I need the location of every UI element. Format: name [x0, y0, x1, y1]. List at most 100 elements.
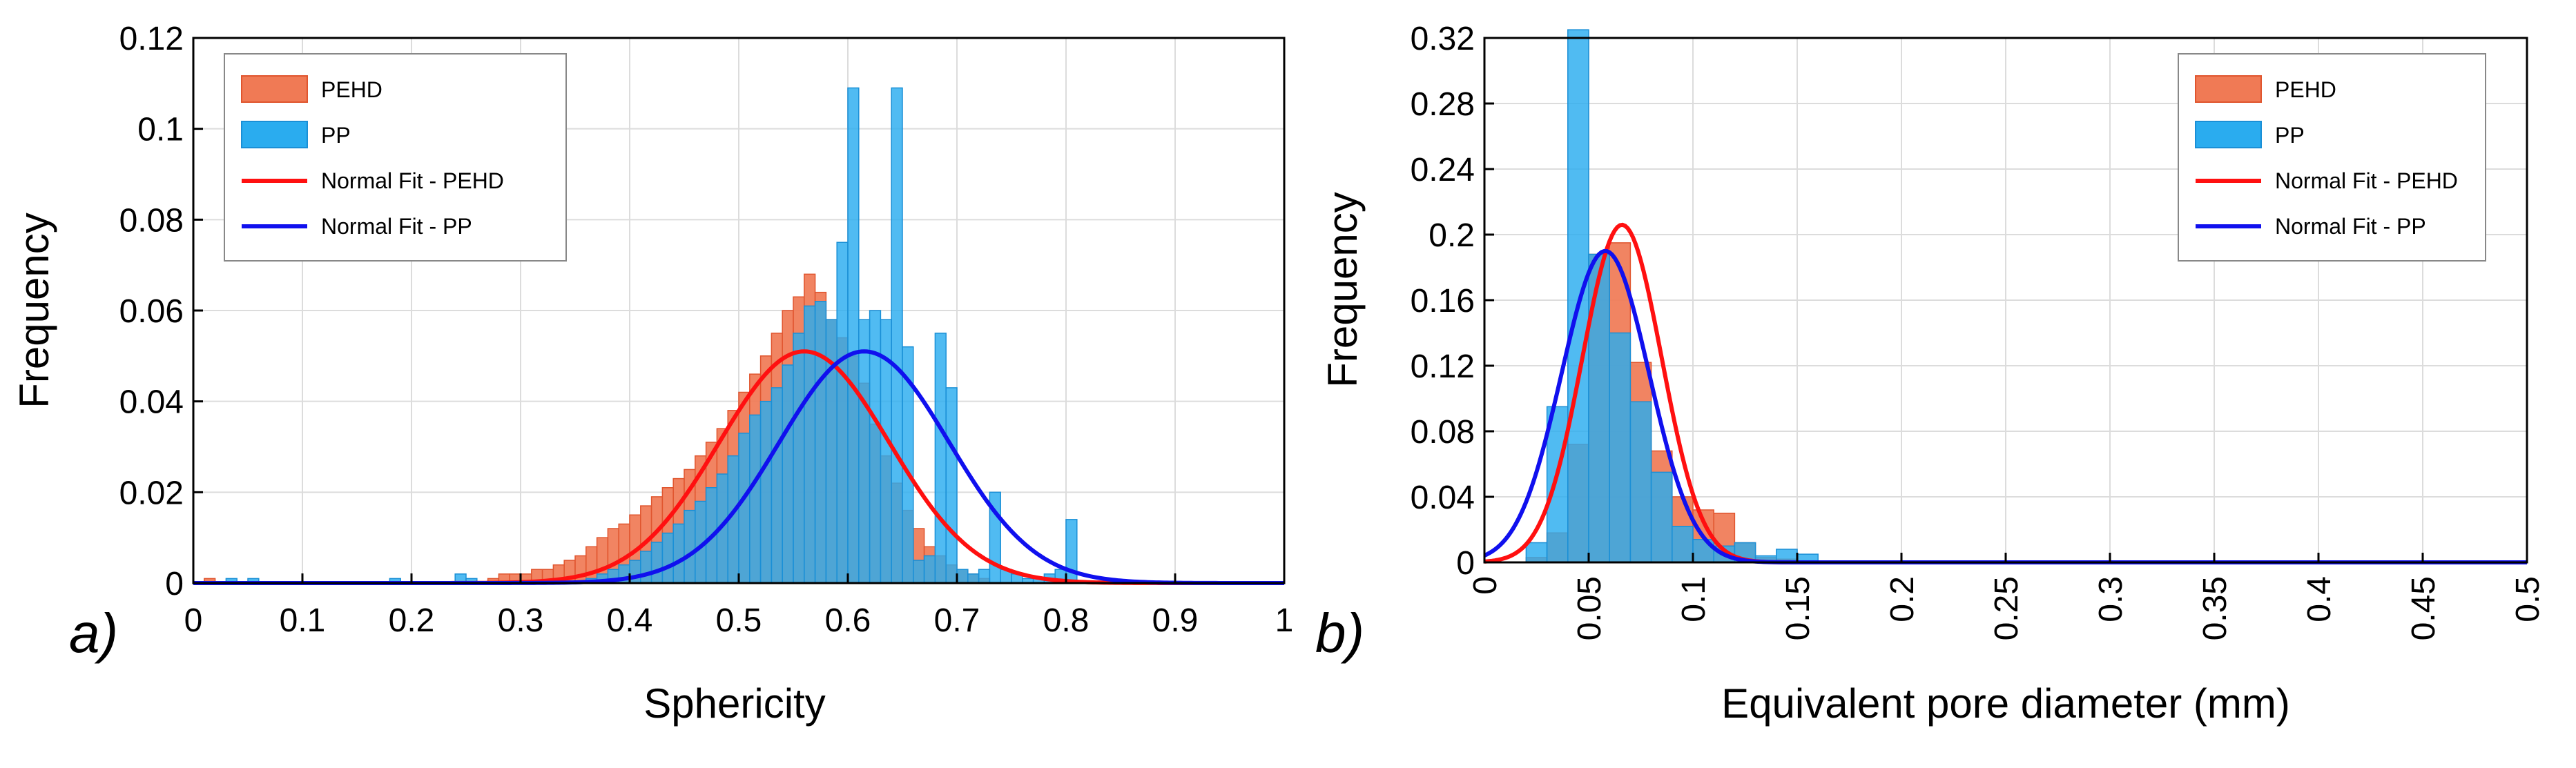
- bar-pp: [640, 551, 652, 584]
- chart-b-xticks: 0 0.05 0.1 0.15 0.2 0.25 0.3 0.35 0.4 0.45 0.5: [1467, 553, 2546, 640]
- ytick-label: 0.06: [119, 293, 184, 330]
- xtick-label: 0: [184, 602, 203, 639]
- ytick-label: 0.08: [119, 202, 184, 239]
- ytick-label: 0.04: [1411, 480, 1475, 516]
- bar-pp: [793, 333, 805, 584]
- xtick-label: 1: [1275, 602, 1294, 639]
- chart-b-legend: PEHD PP Normal Fit - PEHD Normal Fit - P…: [2178, 53, 2486, 262]
- chart-b-xlabel: Equivalent pore diameter (mm): [1721, 680, 2290, 727]
- ytick-label: 0.1: [137, 112, 184, 148]
- chart-a-legend: PEHD PP Normal Fit - PEHD Normal Fit - P…: [224, 53, 567, 262]
- bar-pp: [782, 364, 794, 584]
- bar-pp: [749, 414, 762, 584]
- bar-pp: [978, 569, 991, 584]
- xtick-label: 0.45: [2405, 576, 2442, 640]
- bar-pehd: [585, 546, 598, 584]
- xtick-label: 0.2: [1884, 576, 1921, 622]
- legend-swatch-pehd: [2195, 75, 2262, 103]
- legend-swatch-pp: [2195, 121, 2262, 148]
- bar-pp: [1609, 332, 1631, 563]
- legend-swatch-pehd: [241, 75, 308, 103]
- ytick-label: 0.28: [1411, 86, 1475, 123]
- ytick-label: 0.16: [1411, 283, 1475, 319]
- bar-pp: [847, 87, 860, 584]
- chart-a-panel-label: a): [69, 602, 118, 664]
- bar-pp: [945, 387, 958, 584]
- bar-pp: [814, 301, 827, 584]
- bar-pp: [891, 87, 903, 584]
- chart-b-bars: [1525, 29, 1819, 563]
- ytick-label: 0.04: [119, 384, 184, 421]
- bar-pp: [804, 305, 816, 584]
- chart-a-yticks: 0 0.02 0.04 0.06 0.08 0.1 0.12: [119, 21, 203, 602]
- legend-label-pehd: PEHD: [321, 77, 382, 102]
- ytick-label: 0.02: [119, 475, 184, 511]
- xtick-label: 0.15: [1780, 576, 1817, 640]
- xtick-label: 0.2: [389, 602, 435, 639]
- bar-pp: [1525, 542, 1548, 563]
- chart-a-xlabel: Sphericity: [643, 680, 825, 727]
- chart-b-ylabel: Frequency: [1319, 192, 1366, 387]
- ytick-label: 0.2: [1429, 217, 1475, 254]
- legend-label-fit-pehd: Normal Fit - PEHD: [321, 168, 504, 193]
- ytick-label: 0.12: [119, 21, 184, 57]
- chart-b-panel-label: b): [1315, 602, 1364, 664]
- xtick-label: 0: [1467, 576, 1504, 595]
- bar-pp: [661, 532, 674, 584]
- bar-pp: [956, 569, 969, 584]
- bar-pp: [672, 523, 685, 584]
- xtick-label: 0.4: [607, 602, 653, 639]
- bar-pp: [1567, 29, 1589, 563]
- xtick-label: 0.1: [1676, 576, 1712, 622]
- bar-pp: [913, 560, 925, 584]
- xtick-label: 0.6: [825, 602, 871, 639]
- legend-label-fit-pp: Normal Fit - PP: [2275, 214, 2426, 239]
- bar-pehd: [574, 555, 587, 584]
- chart-a-xticks: 0 0.1 0.2 0.3 0.4 0.5 0.6 0.7 0.8 0.9 1: [184, 573, 1294, 639]
- chart-a: 0 0.02 0.04 0.06 0.08 0.1 0.12 0 0.1 0.2 0.3 0.4 0.…: [11, 21, 1293, 727]
- bar-pp: [650, 542, 664, 584]
- ytick-label: 0.24: [1411, 152, 1475, 188]
- bar-pp: [1672, 526, 1694, 563]
- ytick-label: 0.32: [1411, 21, 1475, 57]
- xtick-label: 0.3: [498, 602, 544, 639]
- chart-b: 0 0.04 0.08 0.12 0.16 0.2 0.24 0.28 0.32 0 0.05 0.…: [1315, 21, 2546, 727]
- xtick-label: 0.7: [934, 602, 980, 639]
- bar-pp: [684, 509, 696, 584]
- chart-a-ylabel: Frequency: [11, 213, 57, 408]
- ytick-label: 0: [1456, 545, 1475, 582]
- xtick-label: 0.8: [1043, 602, 1090, 639]
- legend-label-fit-pehd: Normal Fit - PEHD: [2275, 168, 2458, 193]
- xtick-label: 0.5: [2510, 576, 2546, 622]
- xtick-label: 0.05: [1571, 576, 1608, 640]
- legend-swatch-pp: [241, 121, 308, 148]
- chart-b-yticks: 0 0.04 0.08 0.12 0.16 0.2 0.24 0.28 0.32: [1411, 21, 1494, 582]
- xtick-label: 0.35: [2197, 576, 2234, 640]
- bar-pp: [1629, 401, 1652, 563]
- legend-label-fit-pp: Normal Fit - PP: [321, 214, 472, 239]
- xtick-label: 0.3: [2093, 576, 2129, 622]
- legend-label-pp: PP: [2275, 123, 2305, 148]
- bar-pp: [1650, 471, 1673, 563]
- bar-pp: [934, 333, 947, 584]
- bar-pp: [771, 387, 783, 584]
- ytick-label: 0: [165, 566, 184, 602]
- bar-pp: [858, 319, 871, 584]
- xtick-label: 0.9: [1152, 602, 1199, 639]
- chart-a-bars: [204, 87, 1078, 584]
- xtick-label: 0.1: [280, 602, 326, 639]
- xtick-label: 0.5: [716, 602, 762, 639]
- bar-pp: [923, 555, 936, 584]
- bar-pp: [759, 400, 773, 584]
- bar-pp: [738, 433, 750, 584]
- bar-pp: [836, 242, 849, 584]
- bar-pp: [967, 573, 980, 584]
- ytick-label: 0.08: [1411, 414, 1475, 451]
- ytick-label: 0.12: [1411, 348, 1475, 385]
- bar-series-pp: [1525, 29, 1819, 563]
- xtick-label: 0.4: [2301, 576, 2338, 622]
- legend-label-pp: PP: [321, 123, 351, 148]
- legend-label-pehd: PEHD: [2275, 77, 2336, 102]
- xtick-label: 0.25: [1988, 576, 2025, 640]
